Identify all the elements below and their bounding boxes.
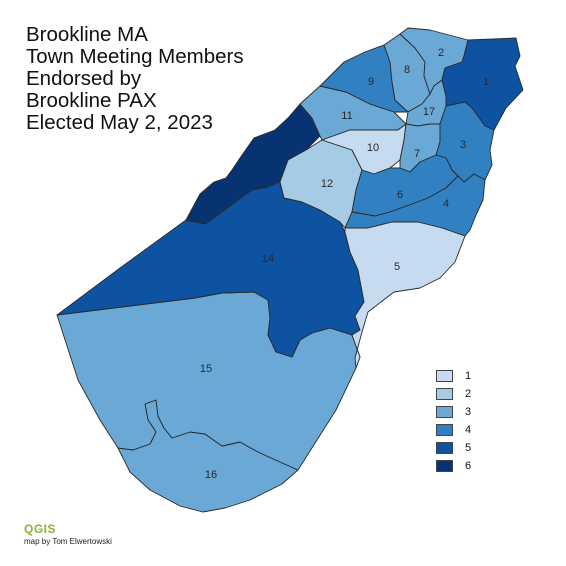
legend-label: 6 [465,460,472,472]
title-line: Brookline MA [26,23,148,46]
legend-label: 4 [465,424,472,436]
precinct-label-2: 2 [438,47,444,59]
legend-item: 4 [436,421,471,439]
legend-swatch [436,424,453,436]
map-title: Brookline MA Town Meeting Members Endors… [26,24,244,134]
legend-item: 5 [436,439,471,457]
precinct-label-7: 7 [414,148,420,160]
legend-item: 2 [436,385,471,403]
precinct-label-4: 4 [443,198,449,210]
legend-label: 5 [465,442,472,454]
legend-label: 3 [465,406,472,418]
author-credit: map by Tom Elwertowski [24,537,112,546]
legend-swatch [436,406,453,418]
precinct-label-3: 3 [460,139,466,151]
legend-swatch [436,388,453,400]
legend-label: 2 [465,388,472,400]
precinct-label-9: 9 [368,76,374,88]
precinct-label-12: 12 [321,178,333,190]
precinct-label-11: 11 [341,110,352,122]
title-line: Town Meeting Members [26,45,244,68]
precinct-label-8: 8 [404,64,410,76]
credit-block: QGIS map by Tom Elwertowski [24,522,112,547]
legend-swatch [436,370,453,382]
precinct-5[interactable] [344,221,466,369]
title-line: Brookline PAX [26,89,157,112]
legend-swatch [436,460,453,472]
precinct-label-15: 15 [200,363,212,375]
title-line: Endorsed by [26,67,142,90]
precinct-label-16: 16 [205,469,217,481]
precinct-label-5: 5 [394,261,400,273]
title-line: Elected May 2, 2023 [26,111,213,134]
precinct-label-1: 1 [483,76,489,88]
legend: 1 2 3 4 5 6 [436,367,471,475]
legend-label: 1 [465,370,472,382]
precinct-label-17: 17 [423,106,435,118]
precinct-label-10: 10 [367,142,379,154]
legend-item: 1 [436,367,471,385]
precinct-label-14: 14 [262,253,274,265]
precinct-label-6: 6 [397,189,403,201]
legend-item: 6 [436,457,471,475]
legend-swatch [436,442,453,454]
qgis-logo: QGIS [24,522,57,536]
legend-item: 3 [436,403,471,421]
